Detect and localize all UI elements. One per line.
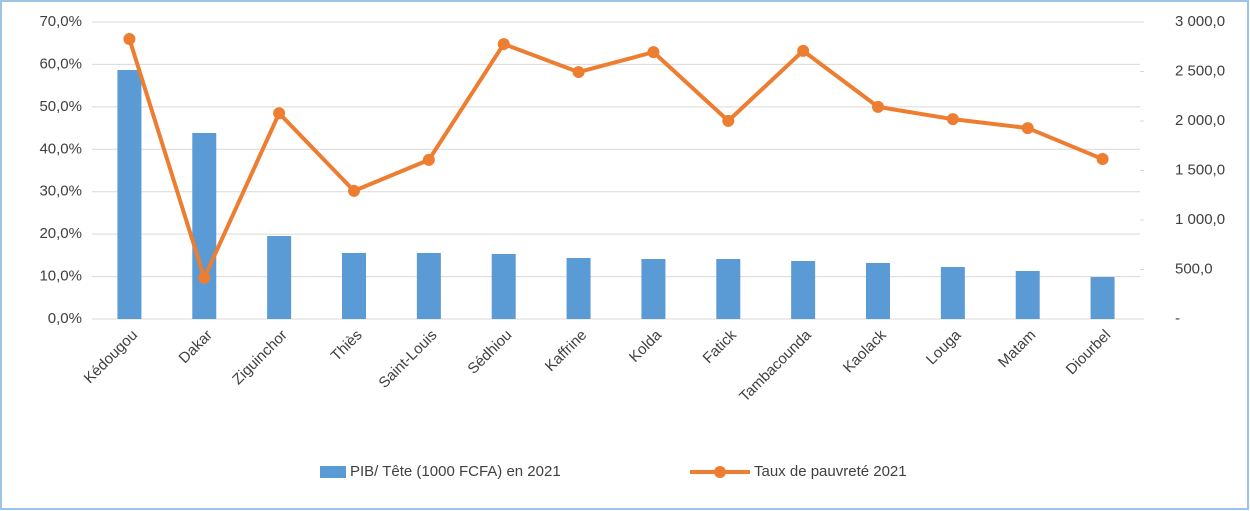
y-tick-label: 0,0% (48, 310, 82, 327)
bar (1015, 270, 1040, 319)
bar (866, 262, 890, 319)
y-tick-label: 60,0% (39, 55, 82, 72)
line-marker (497, 38, 510, 51)
line-marker (422, 153, 435, 166)
y2-tick-label: 2 000,0 (1175, 112, 1225, 129)
line-marker (348, 184, 360, 197)
y2-tick-label: 1 500,0 (1175, 161, 1225, 178)
bar (491, 253, 516, 319)
line-marker (946, 113, 959, 126)
y-tick-label: 40,0% (39, 140, 82, 157)
y-tick-label: 10,0% (39, 268, 82, 285)
bar (641, 259, 666, 319)
bar (267, 236, 292, 319)
bar (1090, 277, 1115, 319)
y2-tick-label: 500,0 (1175, 260, 1213, 277)
bar (716, 259, 741, 319)
y-tick-label: 30,0% (39, 183, 82, 200)
bar (117, 70, 142, 319)
y2-tick-label: 2 500,0 (1175, 62, 1225, 79)
line-marker (123, 32, 136, 45)
y2-tick-label: - (1175, 310, 1180, 327)
line-marker (1021, 122, 1034, 135)
bar (416, 252, 441, 319)
line-marker (872, 100, 884, 113)
bar (791, 260, 816, 319)
y2-tick-label: 1 000,0 (1175, 211, 1225, 228)
y-tick-label: 20,0% (39, 225, 82, 242)
legend-label: Taux de pauvreté 2021 (754, 463, 907, 480)
bar (566, 258, 591, 319)
legend-swatch (714, 466, 726, 478)
line-marker (1096, 153, 1109, 166)
y-tick-label: 50,0% (39, 98, 82, 115)
line-marker (722, 114, 735, 127)
line-marker (198, 271, 211, 284)
line-marker (572, 66, 585, 79)
bar (192, 132, 217, 319)
line-marker (273, 107, 286, 120)
y2-tick-label: 3 000,0 (1175, 13, 1225, 30)
line-marker (797, 44, 810, 57)
bar (940, 267, 965, 319)
bar (342, 252, 366, 319)
line-marker (647, 46, 660, 59)
y-tick-label: 70,0% (39, 13, 82, 30)
legend-swatch (320, 466, 346, 478)
line (127, 38, 1104, 280)
legend-label: PIB/ Tête (1000 FCFA) en 2021 (350, 463, 561, 480)
